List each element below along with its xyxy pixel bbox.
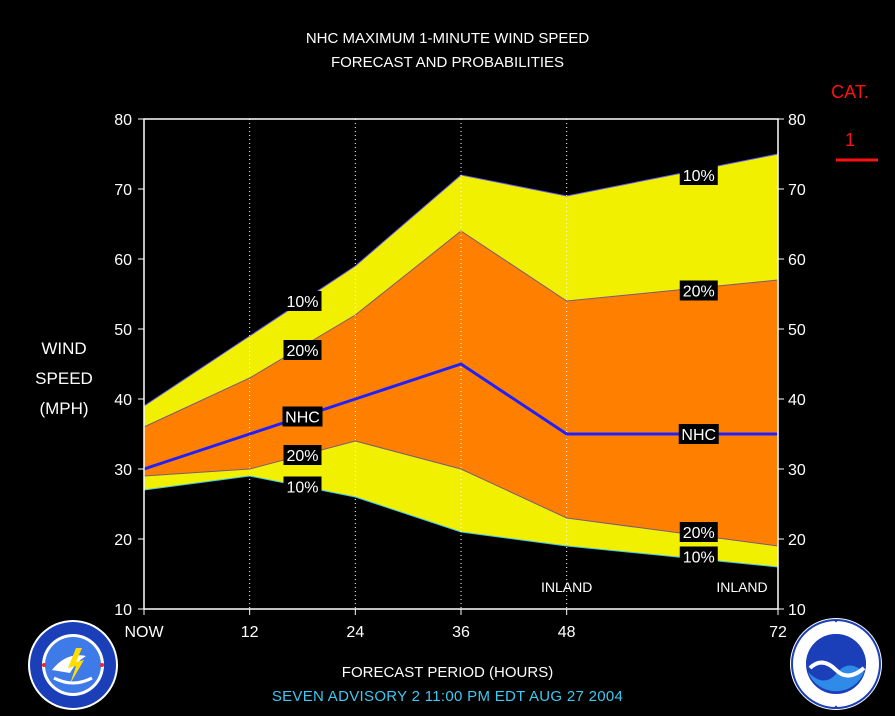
lower-20-edge [143,440,779,547]
curve-label-6: 20% [683,284,715,301]
curve-label-8: 20% [683,525,715,542]
nws-logo-icon [28,620,118,710]
y-tick-label-right-70: 70 [788,182,806,199]
y-tick-label-left-80: 80 [114,112,132,129]
y-tick-label-left-60: 60 [114,252,132,269]
curve-label-box-0 [283,291,322,311]
x-axis-title: FORECAST PERIOD (HOURS) [341,664,554,681]
y-axis-label-units: (MPH) [39,399,89,418]
band-20-percent [144,231,778,546]
curve-label-9: 10% [683,550,715,567]
curve-label-box-8 [679,522,718,542]
curve-label-7: NHC [681,427,716,444]
inland-annotation-0: INLAND [541,579,592,595]
y-tick-label-left-20: 20 [114,532,132,549]
curve-label-box-5 [679,165,718,185]
y-axis-label-wind: WIND [41,339,87,358]
y-tick-label-left-30: 30 [114,462,132,479]
category-value: 1 [844,130,855,150]
noaa-logo-icon [790,618,882,710]
advisory-line: SEVEN ADVISORY 2 11:00 PM EDT AUG 27 200… [271,688,624,705]
y-tick-label-left-70: 70 [114,182,132,199]
curve-label-box-6 [679,280,718,301]
nhc-forecast-line [143,362,778,471]
curve-label-3: 20% [286,448,318,465]
y-tick-label-right-60: 60 [788,252,806,269]
y-tick-label-right-30: 30 [788,462,806,479]
y-axis-label-speed: SPEED [35,369,93,388]
upper-20-edge [143,230,779,428]
curve-label-1: 20% [286,343,318,360]
curve-label-box-7 [678,424,719,444]
x-tick-label-24: 24 [346,624,364,641]
x-tick-label-48: 48 [558,624,576,641]
curve-label-box-9 [679,546,718,567]
y-tick-label-right-80: 80 [788,112,806,129]
curve-label-box-2 [282,406,323,427]
curve-label-5: 10% [683,168,715,185]
inland-annotation-1: INLAND [716,579,767,595]
category-label: CAT. [831,82,869,102]
lower-10-edge [143,475,779,568]
chart-title-line1: NHC MAXIMUM 1-MINUTE WIND SPEED [305,30,590,47]
curve-label-box-3 [283,445,322,465]
y-tick-label-right-10: 10 [788,602,806,619]
y-tick-label-left-40: 40 [114,392,132,409]
y-tick-label-right-40: 40 [788,392,806,409]
curve-label-4: 10% [286,480,318,497]
upper-10-edge [143,153,779,407]
curve-label-0: 10% [286,294,318,311]
curve-label-2: NHC [285,410,320,427]
y-tick-label-left-10: 10 [114,602,132,619]
x-tick-label-0: NOW [124,624,164,641]
y-tick-label-left-50: 50 [114,322,132,339]
curve-label-box-4 [283,476,322,497]
chart-title-line2: FORECAST AND PROBABILITIES [330,54,565,71]
x-tick-label-12: 12 [241,624,259,641]
curve-label-box-1 [283,340,322,360]
x-tick-label-72: 72 [769,624,787,641]
y-tick-label-right-20: 20 [788,532,806,549]
x-tick-label-36: 36 [452,624,470,641]
y-tick-label-right-50: 50 [788,322,806,339]
